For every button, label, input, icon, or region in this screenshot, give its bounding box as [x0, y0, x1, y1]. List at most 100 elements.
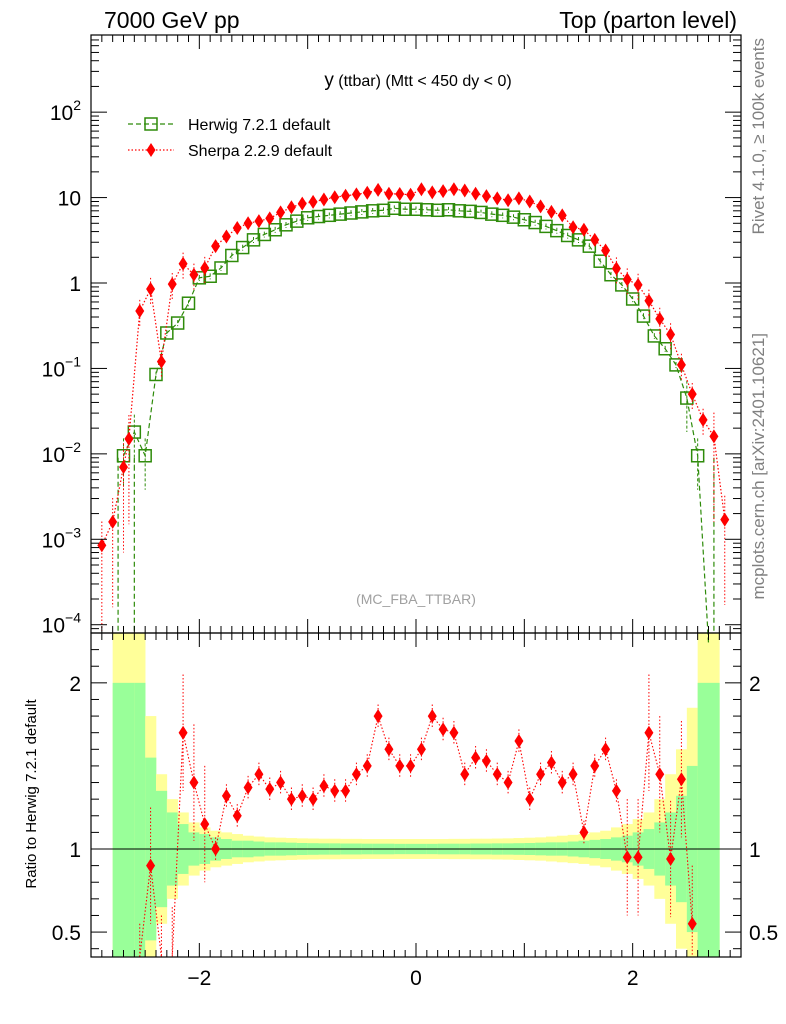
sherpa-point [492, 191, 502, 206]
ratio-point [308, 792, 318, 807]
sherpa-point [687, 387, 697, 402]
legend-herwig: Herwig 7.2.1 default [128, 117, 331, 134]
sherpa-point [119, 460, 128, 475]
ratio-point [319, 778, 329, 793]
header-energy: 7000 GeV pp [104, 7, 240, 33]
main-y-tick-label: 10−4 [42, 610, 82, 638]
herwig-point [387, 201, 402, 216]
sherpa-point [644, 293, 654, 308]
herwig-point [430, 203, 445, 218]
herwig-point [214, 261, 228, 275]
plot-title-main: y [324, 70, 334, 91]
tick-exponent: −3 [65, 524, 81, 540]
herwig-point [658, 341, 672, 356]
sherpa-point [525, 194, 535, 209]
herwig-point [593, 254, 607, 268]
tick-exponent: 2 [73, 97, 81, 113]
ratio-point [427, 709, 437, 724]
herwig-point [257, 227, 272, 242]
herwig-point [441, 203, 456, 217]
ratio-band-green [134, 682, 146, 957]
ratio-band-green [123, 682, 135, 957]
sherpa-point [156, 354, 166, 369]
ratio-point [481, 753, 491, 768]
ratio-point [243, 780, 253, 795]
ratio-point [676, 772, 686, 787]
herwig-point [333, 207, 347, 221]
herwig-point [625, 292, 640, 306]
sherpa-point [406, 187, 416, 202]
herwig-point [138, 449, 152, 463]
sherpa-point [449, 182, 459, 197]
sherpa-point [276, 205, 286, 220]
sherpa-point [536, 199, 546, 214]
ratio-point [200, 817, 210, 832]
legend-herwig-marker [144, 117, 158, 131]
sherpa-point [211, 239, 221, 254]
sherpa-point [416, 182, 426, 197]
herwig-point [311, 209, 326, 224]
ratio-point [611, 783, 621, 798]
header-process: Top (parton level) [559, 7, 737, 33]
herwig-point [495, 208, 510, 223]
tick-exponent: −1 [65, 353, 81, 369]
sherpa-point [698, 412, 708, 427]
sherpa-point [254, 214, 264, 229]
sherpa-point [319, 192, 329, 207]
ratio-point [221, 788, 231, 803]
ratio-point [655, 767, 665, 782]
ratio-point [633, 850, 643, 865]
herwig-point [452, 204, 467, 218]
sherpa-point [243, 216, 253, 231]
sherpa-point [601, 243, 611, 258]
herwig-point [279, 218, 293, 232]
herwig-point [485, 207, 499, 221]
tick-base: 10 [42, 444, 65, 467]
ratio-y-tick-label-right: 2 [749, 673, 761, 696]
herwig-series [116, 201, 715, 644]
sherpa-point [655, 311, 665, 326]
herwig-point [539, 219, 553, 234]
tick-exponent: −4 [65, 610, 81, 626]
main-y-tick-label: 1 [69, 273, 81, 296]
sherpa-point [146, 282, 156, 297]
sherpa-point [308, 194, 318, 209]
herwig-point [290, 214, 304, 228]
ratio-point [146, 858, 156, 873]
ratio-point [557, 775, 567, 790]
rivet-label: Rivet 4.1.0, ≥ 100k events [749, 38, 768, 234]
sherpa-point [384, 186, 394, 201]
sherpa-point [135, 304, 145, 319]
ratio-point [416, 742, 426, 757]
herwig-point [690, 449, 705, 463]
ratio-point [341, 783, 351, 798]
herwig-point [560, 228, 575, 243]
herwig-point [604, 267, 618, 282]
herwig-point [149, 367, 163, 382]
x-tick-label: 2 [627, 967, 639, 990]
ratio-point [622, 850, 632, 865]
sherpa-point [611, 261, 621, 276]
herwig-point [322, 208, 337, 223]
sherpa-point [351, 187, 361, 202]
sherpa-point [265, 211, 275, 226]
ratio-point [384, 742, 394, 757]
ratio-point [590, 758, 600, 773]
ratio-y-tick-label: 1 [69, 839, 81, 862]
herwig-point [528, 215, 542, 230]
sherpa-point [373, 182, 383, 197]
ratio-point [254, 767, 264, 782]
sherpa-point [590, 232, 600, 247]
ratio-point [546, 755, 556, 770]
ratio-band-green [112, 682, 124, 957]
ratio-ylabel: Ratio to Herwig 7.2.1 default [23, 699, 40, 889]
ratio-point [232, 808, 242, 823]
herwig-point [268, 223, 282, 237]
ratio-point [276, 775, 286, 790]
sherpa-point [167, 277, 177, 292]
ratio-point [492, 767, 502, 782]
herwig-point [647, 329, 662, 343]
sherpa-point [297, 196, 307, 211]
herwig-point [420, 203, 434, 217]
